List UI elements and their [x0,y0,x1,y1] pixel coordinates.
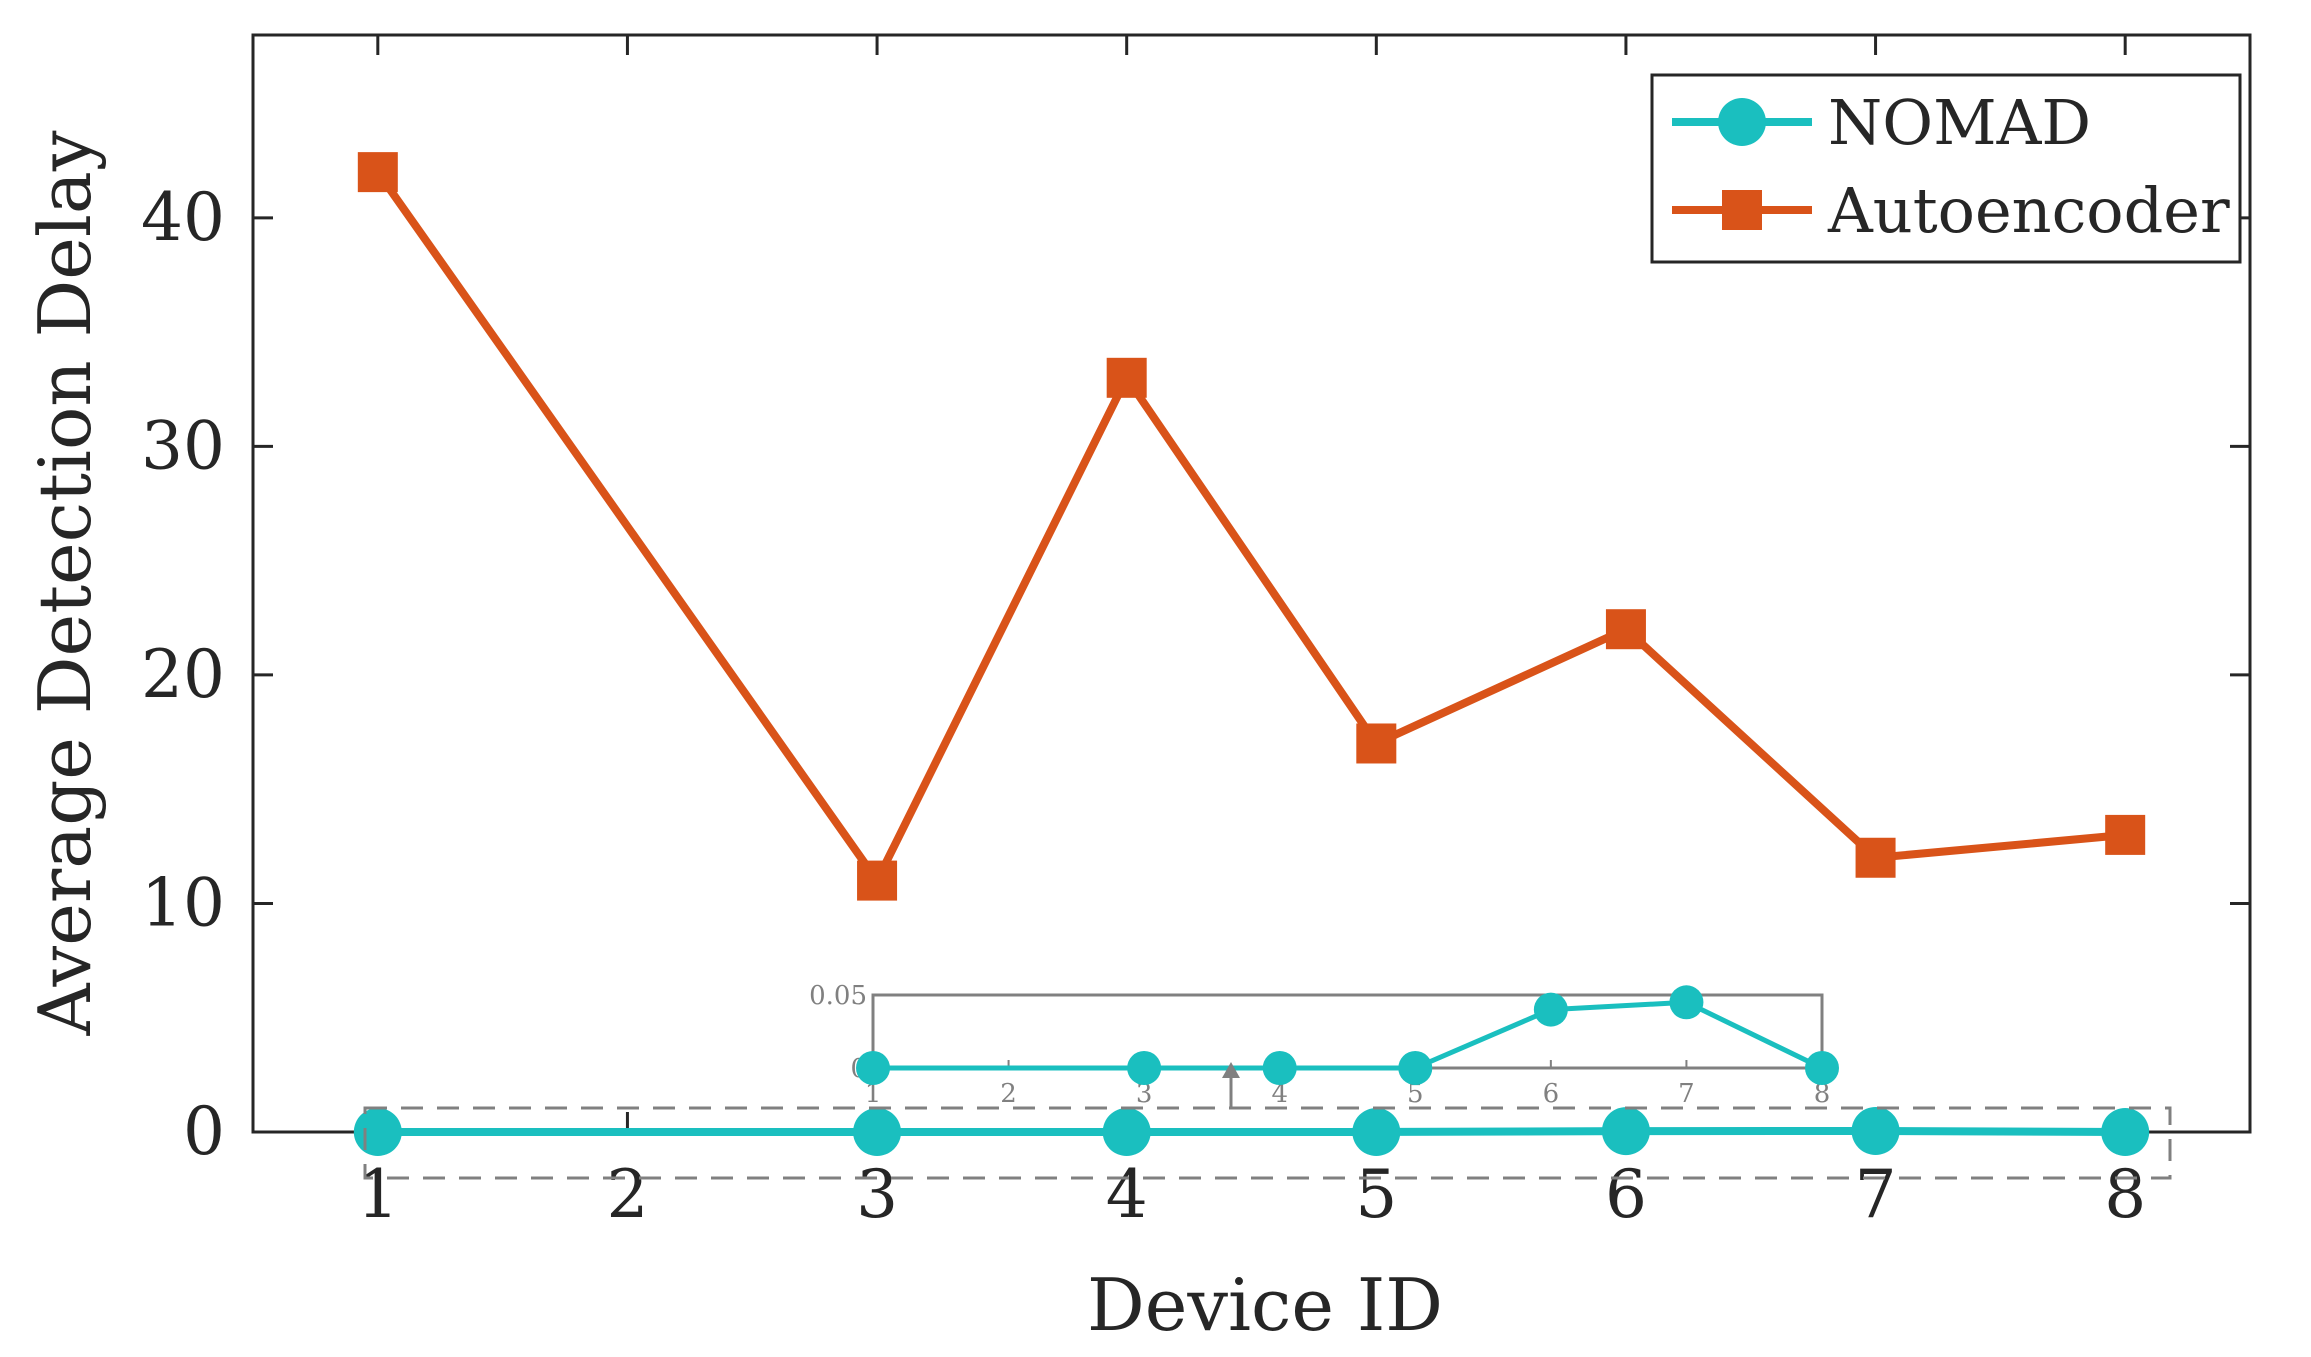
inset-data-point [1669,985,1704,1020]
y-tick-label: 0 [183,1093,225,1170]
data-point [2101,1108,2150,1156]
x-tick-label: 7 [1855,1156,1897,1233]
y-tick-label: 10 [141,864,225,941]
data-point [857,860,898,901]
data-point [1855,837,1896,878]
inset-plot: 1234567800.05 [809,981,1839,1109]
y-axis: 0 10 20 30 40 [141,179,2250,1170]
data-point [353,1108,402,1156]
inset-x-tick-label: 1 [865,1079,882,1109]
inset-data-point [1398,1051,1433,1085]
legend-marker [1718,98,1766,146]
zoom-region-box [363,1106,2172,1180]
legend-label: NOMAD [1828,86,2091,159]
legend-marker [1722,190,1762,230]
x-tick-label: 5 [1355,1156,1397,1233]
inset-x-tick-label: 2 [1000,1079,1017,1109]
y-axis-title: Average Detection Delay [23,130,107,1036]
inset-y-tick-label: 0.05 [809,981,867,1011]
y-tick-label: 30 [141,407,225,484]
data-point [1601,1107,1650,1156]
data-point [853,1108,902,1156]
inset-data-point [856,1051,890,1085]
data-point [1356,723,1397,764]
inset-x-tick-label: 8 [1814,1079,1831,1109]
inset-x-tick-label: 3 [1136,1079,1153,1109]
x-axis-title: Device ID [1087,1263,1443,1347]
data-point [2105,814,2146,855]
inset-data-point [1805,1051,1839,1085]
legend-label: Autoencoder [1827,174,2230,247]
x-tick-label: 8 [2104,1156,2146,1233]
series-layer [353,152,2150,1156]
inset-data-point [1127,1051,1162,1085]
data-point [1851,1106,1900,1155]
inset-x-tick-label: 5 [1407,1079,1424,1109]
x-tick-label: 3 [856,1156,898,1233]
inset-x-tick-label: 6 [1543,1079,1560,1109]
data-point [1605,609,1646,650]
data-point [1102,1108,1151,1156]
y-tick-label: 20 [141,636,225,713]
inset-data-point [1262,1051,1297,1085]
x-tick-label: 4 [1106,1156,1148,1233]
inset-data-point [1533,992,1568,1027]
data-point [357,152,398,193]
x-tick-label: 6 [1605,1156,1647,1233]
inset-pointer-arrow [1222,1062,1240,1108]
x-tick-label: 2 [606,1156,648,1233]
inset-x-tick-label: 7 [1678,1079,1695,1109]
data-point [1352,1108,1401,1156]
x-tick-label: 1 [357,1156,399,1233]
data-point [1106,357,1147,398]
inset-x-tick-label: 4 [1271,1079,1288,1109]
y-tick-label: 40 [141,179,225,256]
legend: NOMAD Autoencoder [1650,73,2242,264]
